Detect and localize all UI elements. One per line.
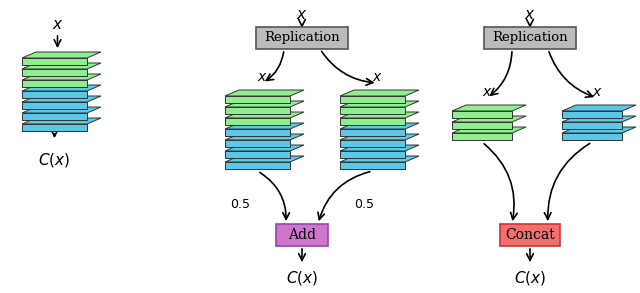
Polygon shape [452,116,526,122]
Polygon shape [452,111,512,118]
FancyBboxPatch shape [500,224,560,246]
Polygon shape [225,118,290,125]
Text: Replication: Replication [264,32,340,45]
Polygon shape [340,90,419,96]
Polygon shape [340,123,419,129]
Text: $x$: $x$ [296,8,308,22]
Text: $x$: $x$ [257,70,268,84]
Text: 0.5: 0.5 [230,198,250,212]
Polygon shape [340,118,405,125]
Polygon shape [340,96,405,103]
Polygon shape [22,74,101,80]
Polygon shape [225,145,304,151]
Polygon shape [340,101,419,107]
FancyBboxPatch shape [256,27,348,49]
Text: $x$: $x$ [524,8,536,22]
FancyBboxPatch shape [484,27,576,49]
Polygon shape [22,107,101,113]
Text: 0.5: 0.5 [354,198,374,212]
Polygon shape [340,162,405,169]
Polygon shape [340,156,419,162]
Text: $C(x)$: $C(x)$ [38,151,70,169]
Polygon shape [225,123,304,129]
Polygon shape [562,111,622,118]
Text: Replication: Replication [492,32,568,45]
Text: $x$: $x$ [482,85,492,99]
Polygon shape [562,122,622,129]
Polygon shape [340,129,405,136]
Text: $C(x)$: $C(x)$ [286,269,318,287]
Polygon shape [225,156,304,162]
Polygon shape [225,129,290,136]
Polygon shape [22,96,101,102]
Polygon shape [22,80,87,87]
Polygon shape [22,102,87,109]
Text: $x$: $x$ [52,18,63,32]
Polygon shape [225,134,304,140]
Polygon shape [22,91,87,98]
Polygon shape [225,101,304,107]
Polygon shape [340,151,405,158]
Polygon shape [340,112,419,118]
Polygon shape [340,107,405,114]
Polygon shape [225,96,290,103]
Polygon shape [225,107,290,114]
Text: $x$: $x$ [591,85,602,99]
Polygon shape [22,63,101,69]
Polygon shape [340,140,405,147]
Polygon shape [22,118,101,124]
Polygon shape [22,85,101,91]
Text: $x$: $x$ [372,70,383,84]
Polygon shape [562,127,636,133]
Polygon shape [452,127,526,133]
Polygon shape [562,133,622,140]
Text: $C(x)$: $C(x)$ [514,269,546,287]
Text: Concat: Concat [505,228,555,242]
Polygon shape [452,133,512,140]
Polygon shape [452,122,512,129]
Polygon shape [225,140,290,147]
Polygon shape [225,90,304,96]
Polygon shape [22,52,101,58]
Polygon shape [22,58,87,65]
Polygon shape [452,105,526,111]
Polygon shape [225,151,290,158]
Polygon shape [22,69,87,76]
Text: Add: Add [288,228,316,242]
Polygon shape [562,105,636,111]
Polygon shape [340,145,419,151]
Polygon shape [22,124,87,131]
Polygon shape [225,112,304,118]
Polygon shape [225,162,290,169]
Polygon shape [562,116,636,122]
FancyBboxPatch shape [276,224,328,246]
Polygon shape [22,113,87,120]
Polygon shape [340,134,419,140]
